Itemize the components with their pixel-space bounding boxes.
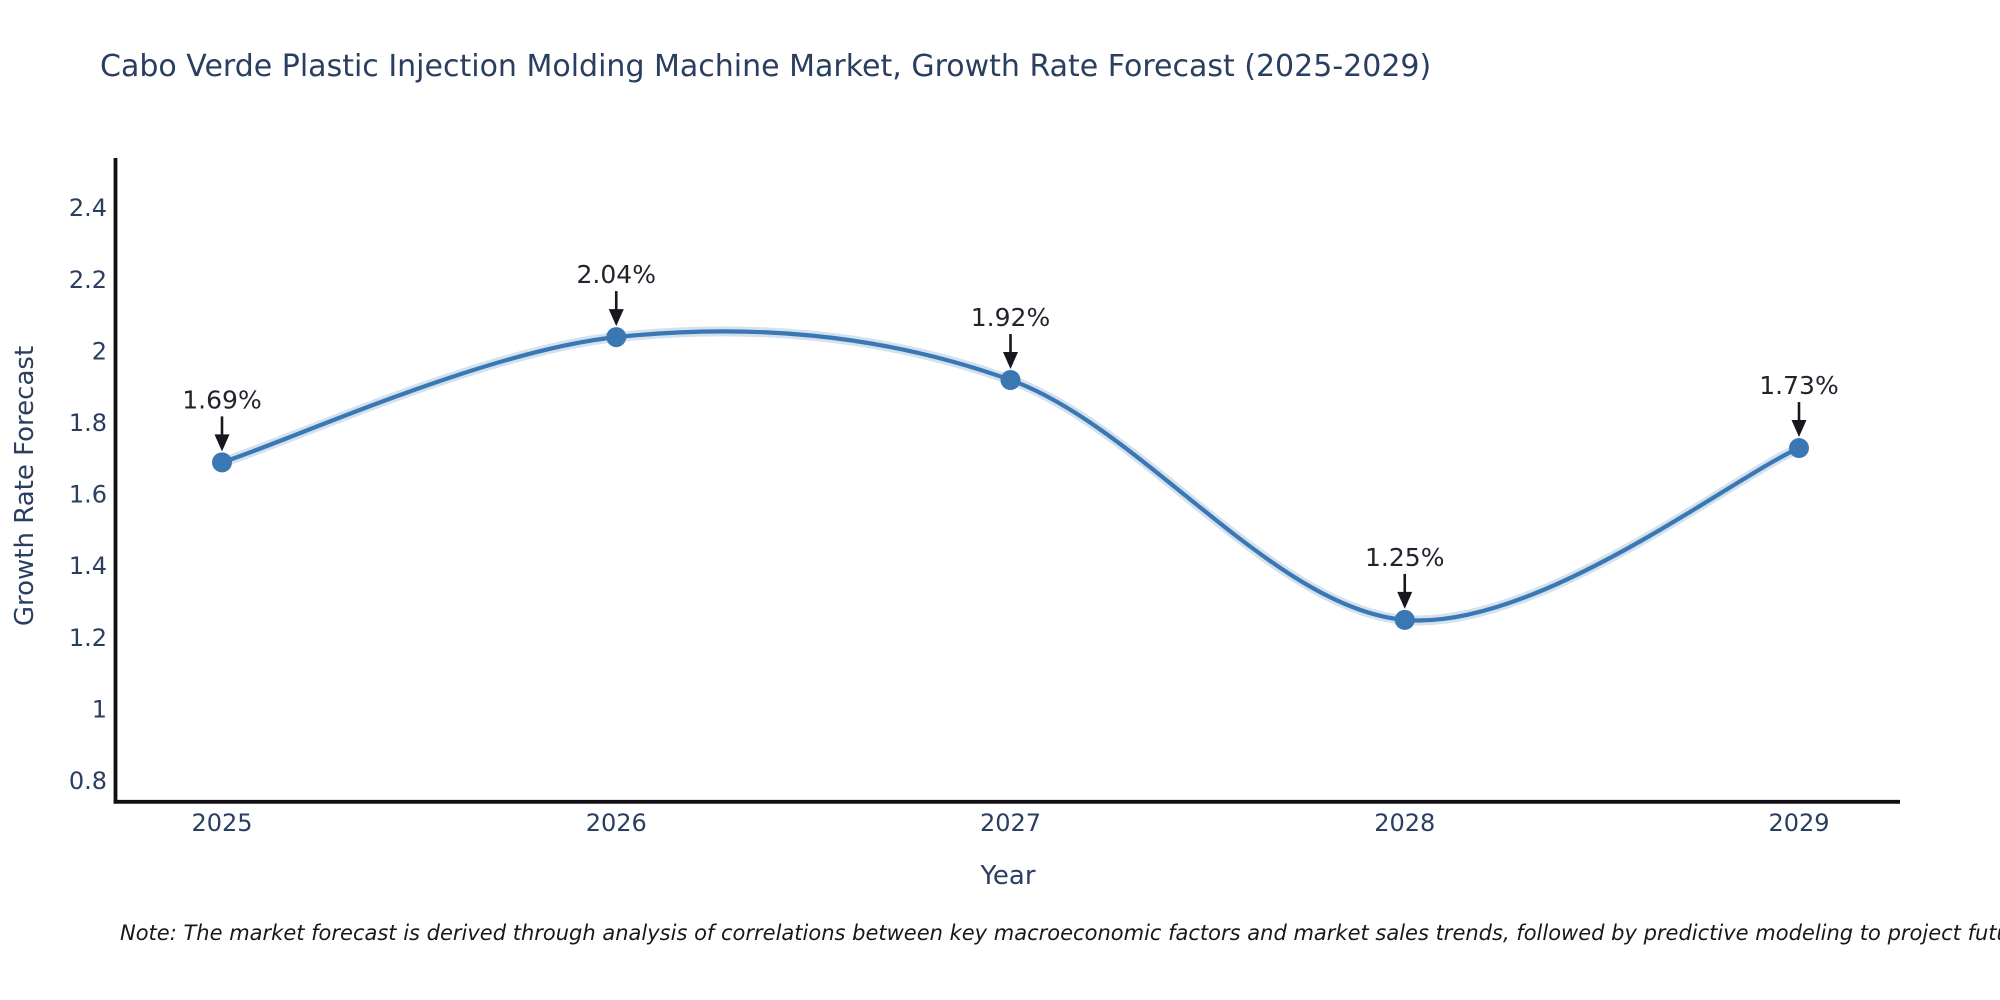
y-tick-label: 2.2 (69, 266, 107, 294)
annotation-arrowhead (1791, 420, 1807, 438)
y-tick-label: 1 (92, 695, 107, 723)
y-tick-label: 1.6 (69, 481, 107, 509)
chart-title: Cabo Verde Plastic Injection Molding Mac… (100, 49, 1431, 84)
x-tick-label: 2027 (980, 809, 1041, 837)
annotation-arrowhead (214, 434, 230, 452)
annotation-arrowhead (1397, 591, 1413, 609)
annotation-arrowhead (608, 309, 624, 327)
x-tick-label: 2028 (1374, 809, 1435, 837)
plot-area: 0.8 1 1.2 1.4 1.6 1.8 2 2.2 2.4 2025 2026 2027 2028 2… (69, 158, 1900, 837)
y-tick-label: 1.4 (69, 552, 107, 580)
y-tick-label: 1.2 (69, 624, 107, 652)
x-axis-title: Year (979, 861, 1035, 891)
y-tick-label: 1.8 (69, 409, 107, 437)
data-point-marker (1394, 609, 1415, 630)
point-value-annotation: 1.92% (971, 303, 1050, 332)
data-point-marker (1789, 438, 1809, 459)
data-point-marker (1000, 370, 1021, 391)
point-value-annotation: 1.25% (1365, 543, 1444, 572)
point-value-annotation: 2.04% (577, 260, 656, 289)
x-tick-label: 2026 (586, 809, 647, 837)
data-point-marker (212, 452, 232, 473)
annotation-arrowhead (1003, 352, 1018, 370)
data-point-marker (606, 327, 627, 348)
footnote: Note: The market forecast is derived thr… (120, 921, 2000, 945)
y-tick-label: 2.4 (69, 194, 107, 222)
y-tick-label: 2 (92, 337, 107, 365)
y-tick-label: 0.8 (69, 767, 107, 795)
x-tick-label: 2029 (1768, 809, 1829, 837)
y-axis-title: Growth Rate Forecast (10, 346, 40, 626)
point-value-annotation: 1.69% (182, 385, 261, 414)
point-value-annotation: 1.73% (1759, 371, 1838, 400)
x-tick-label: 2025 (191, 809, 252, 837)
